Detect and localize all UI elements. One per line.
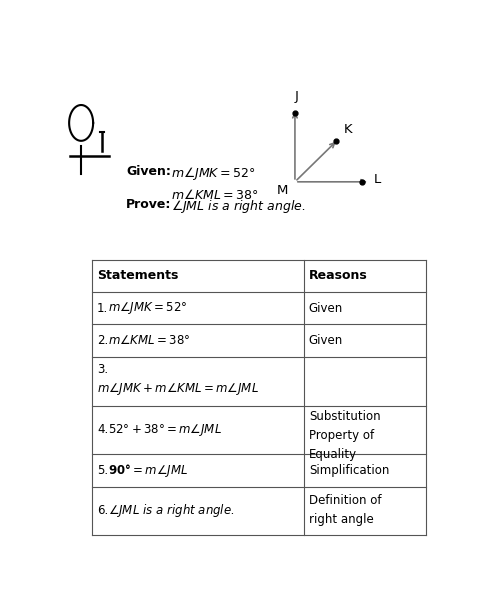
Text: J: J (295, 90, 299, 103)
Text: 5.: 5. (97, 464, 108, 477)
Text: Substitution
Property of
Equality: Substitution Property of Equality (309, 410, 380, 461)
Text: $52° + 38° = m\angle JML$: $52° + 38° = m\angle JML$ (108, 422, 222, 438)
Text: M: M (277, 184, 288, 197)
Text: Given: Given (309, 302, 343, 315)
Text: $m\angle JMK = 52°$: $m\angle JMK = 52°$ (171, 165, 256, 182)
Text: Reasons: Reasons (309, 269, 368, 282)
Text: Prove:: Prove: (126, 198, 171, 211)
Text: $m\angle JMK + m\angle KML = m\angle JML$: $m\angle JMK + m\angle KML = m\angle JML… (97, 381, 259, 397)
Text: $m\angle KML = 38°$: $m\angle KML = 38°$ (171, 188, 259, 202)
Text: Given:: Given: (126, 165, 171, 178)
Text: $m\angle JMK = 52°$: $m\angle JMK = 52°$ (108, 300, 188, 316)
Text: Simplification: Simplification (309, 464, 389, 477)
Text: 6.: 6. (97, 504, 108, 517)
Text: L: L (374, 173, 381, 186)
Text: 4.: 4. (97, 424, 108, 436)
Text: 2.: 2. (97, 334, 108, 347)
Text: 3.: 3. (97, 363, 108, 376)
Text: Definition of
right angle: Definition of right angle (309, 494, 381, 526)
Text: $\mathbf{90°} = m\angle JML$: $\mathbf{90°} = m\angle JML$ (108, 462, 188, 479)
Bar (92, 259, 426, 536)
Text: 1.: 1. (97, 302, 108, 315)
Text: $m\angle KML = 38°$: $m\angle KML = 38°$ (108, 334, 191, 347)
Text: Statements: Statements (97, 269, 178, 282)
Text: Given: Given (309, 334, 343, 347)
Text: $\angle JML$ is a right angle.: $\angle JML$ is a right angle. (171, 198, 306, 215)
Text: K: K (344, 123, 352, 136)
Text: $\angle JML$ is a right angle.: $\angle JML$ is a right angle. (108, 502, 235, 520)
